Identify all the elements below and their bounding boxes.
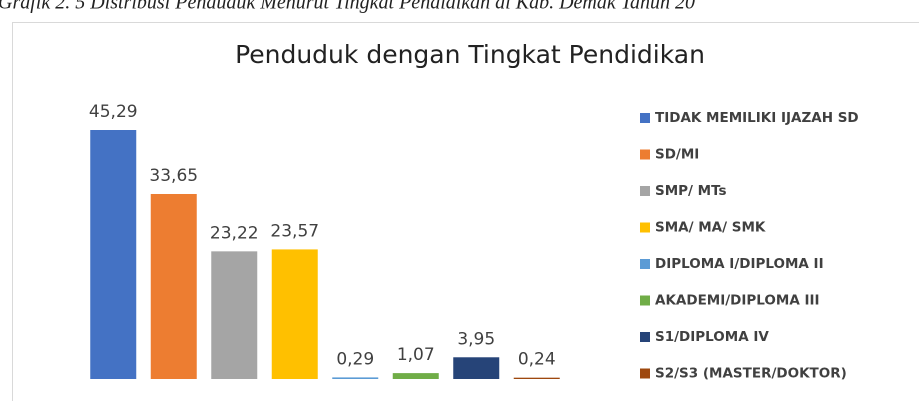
- legend-label: SMA/ MA/ SMK: [655, 220, 766, 236]
- caption: Grafik 2. 5 Distribusi Penduduk Menurut …: [0, 0, 695, 14]
- legend-label: DIPLOMA I/DIPLOMA II: [655, 256, 824, 272]
- bar: [90, 130, 137, 379]
- bar: [453, 357, 500, 379]
- bar: [332, 377, 379, 379]
- legend-swatch: [640, 332, 650, 342]
- legend-label: TIDAK MEMILIKI IJAZAH SD: [655, 110, 859, 126]
- bar: [150, 193, 197, 379]
- chart-title: Penduduk dengan Tingkat Pendidikan: [235, 40, 705, 69]
- value-label: 45,29: [89, 102, 138, 122]
- value-label: 0,29: [336, 349, 374, 369]
- value-label: 23,57: [270, 221, 319, 241]
- legend-swatch: [640, 186, 650, 196]
- bar: [271, 249, 318, 379]
- value-label: 3,95: [457, 329, 495, 349]
- legend-label: SMP/ MTs: [655, 183, 727, 199]
- legend-label: SD/MI: [655, 147, 699, 163]
- legend-swatch: [640, 113, 650, 123]
- chart-frame: [12, 22, 919, 401]
- bar: [211, 251, 258, 379]
- legend-label: S2/S3 (MASTER/DOKTOR): [655, 366, 847, 382]
- value-label: 23,22: [210, 223, 259, 243]
- legend-label: AKADEMI/DIPLOMA III: [655, 293, 820, 309]
- bar: [392, 373, 439, 379]
- value-label: 33,65: [149, 166, 198, 186]
- legend-swatch: [640, 149, 650, 160]
- bar: [513, 377, 560, 379]
- legend-swatch: [640, 259, 650, 269]
- value-label: 0,24: [518, 350, 556, 370]
- value-label: 1,07: [397, 345, 435, 365]
- legend-label: S1/DIPLOMA IV: [655, 329, 769, 345]
- legend-swatch: [640, 368, 650, 379]
- legend-swatch: [640, 222, 650, 233]
- legend-swatch: [640, 295, 650, 306]
